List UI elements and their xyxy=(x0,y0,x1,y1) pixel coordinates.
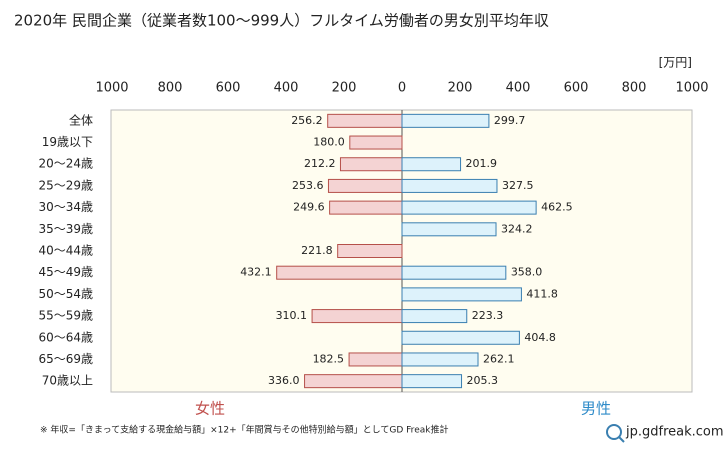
x-tick-label: 600 xyxy=(564,81,589,96)
value-label: 299.7 xyxy=(494,114,525,127)
value-label: 249.6 xyxy=(293,201,325,214)
bar xyxy=(401,178,498,193)
bar xyxy=(401,374,463,389)
category-label: 60～64歳 xyxy=(38,330,93,344)
bar xyxy=(327,113,403,128)
value-label: 201.9 xyxy=(466,157,498,170)
bar xyxy=(401,222,497,237)
category-label: 50～54歳 xyxy=(38,287,93,301)
value-label: 180.0 xyxy=(313,136,345,149)
bar xyxy=(349,135,403,150)
category-label: 40～44歳 xyxy=(38,244,93,258)
value-label: 223.3 xyxy=(472,309,504,322)
bar xyxy=(276,265,403,280)
category-label: 65～69歳 xyxy=(38,352,93,366)
bar xyxy=(401,352,479,367)
x-tick-label: 1000 xyxy=(95,81,128,96)
x-tick-label: 400 xyxy=(506,81,531,96)
category-label: 30～34歳 xyxy=(38,200,93,214)
bar xyxy=(329,200,403,215)
bar xyxy=(401,309,468,324)
value-label: 212.2 xyxy=(304,157,336,170)
unit-label: [万円] xyxy=(659,56,692,70)
category-label: 70歳以上 xyxy=(42,374,93,388)
value-label: 205.3 xyxy=(467,374,499,387)
value-label: 256.2 xyxy=(291,114,323,127)
bar xyxy=(401,265,507,280)
value-label: 432.1 xyxy=(240,266,272,279)
value-label: 262.1 xyxy=(483,352,515,365)
chart-title: 2020年 民間企業（従業者数100～999人）フルタイム労働者の男女別平均年収 xyxy=(14,12,549,30)
value-label: 411.8 xyxy=(526,287,558,300)
x-tick-label: 400 xyxy=(274,81,299,96)
bar xyxy=(401,200,537,215)
value-label: 336.0 xyxy=(268,374,300,387)
x-tick-label: 0 xyxy=(398,81,406,96)
bar xyxy=(401,157,462,172)
category-label: 45～49歳 xyxy=(38,265,93,279)
category-label: 全体 xyxy=(69,112,93,127)
category-label: 20～24歳 xyxy=(38,157,93,171)
value-label: 221.8 xyxy=(301,244,333,257)
bar xyxy=(304,374,403,389)
x-tick-label: 200 xyxy=(332,81,357,96)
bar xyxy=(348,352,403,367)
bar xyxy=(401,330,520,345)
bar xyxy=(327,178,403,193)
bar xyxy=(311,309,403,324)
x-tick-label: 600 xyxy=(216,81,241,96)
note: ※ 年収=「きまって支給する現金給与額」×12+「年間賞与その他特別給与額」とし… xyxy=(40,424,448,436)
value-label: 182.5 xyxy=(313,352,345,365)
category-label: 19歳以下 xyxy=(42,135,93,149)
value-label: 358.0 xyxy=(511,266,543,279)
x-tick-label: 800 xyxy=(158,81,183,96)
value-label: 324.2 xyxy=(501,222,533,235)
x-tick-label: 1000 xyxy=(675,81,708,96)
legend-label: 女性 xyxy=(195,400,225,418)
category-label: 55～59歳 xyxy=(38,309,93,323)
source: jp.gdfreak.com xyxy=(625,425,724,440)
value-label: 327.5 xyxy=(502,179,533,192)
legend-label: 男性 xyxy=(581,400,611,418)
category-label: 35～39歳 xyxy=(38,222,93,236)
x-tick-label: 200 xyxy=(448,81,473,96)
bar xyxy=(401,287,522,302)
bar xyxy=(339,157,403,172)
category-label: 25～29歳 xyxy=(38,178,93,192)
value-label: 310.1 xyxy=(276,309,308,322)
bar xyxy=(401,113,490,128)
value-label: 462.5 xyxy=(541,201,573,214)
source-logo xyxy=(606,424,625,443)
x-tick-label: 800 xyxy=(622,81,647,96)
value-label: 253.6 xyxy=(292,179,324,192)
value-label: 404.8 xyxy=(524,331,556,344)
bar xyxy=(337,244,403,258)
